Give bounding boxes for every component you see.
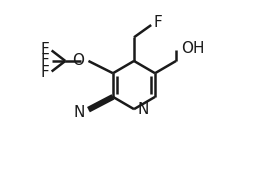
Text: F: F [41, 53, 50, 69]
Text: F: F [41, 41, 50, 57]
Text: O: O [72, 53, 84, 69]
Text: F: F [153, 15, 162, 30]
Text: OH: OH [181, 41, 205, 56]
Text: N: N [138, 102, 149, 117]
Text: N: N [73, 105, 85, 120]
Text: F: F [41, 65, 50, 80]
